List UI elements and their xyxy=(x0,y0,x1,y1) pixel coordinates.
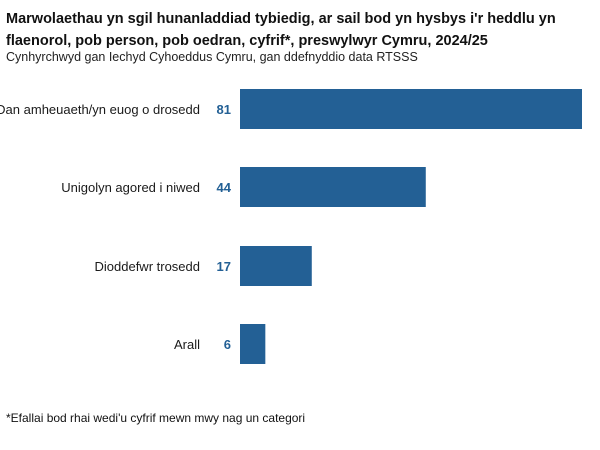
bar xyxy=(240,89,582,129)
bar xyxy=(240,167,426,207)
chart-footnote: *Efallai bod rhai wedi'u cyfrif mewn mwy… xyxy=(6,411,306,425)
category-label: Arall xyxy=(174,337,200,352)
value-label: 17 xyxy=(217,259,231,274)
value-label: 81 xyxy=(217,102,231,117)
category-label: Dan amheuaeth/yn euog o drosedd xyxy=(0,102,200,117)
value-label: 44 xyxy=(217,180,232,195)
category-label: Unigolyn agored i niwed xyxy=(61,180,200,195)
bar xyxy=(240,246,312,286)
chart-title: Marwolaethau yn sgil hunanladdiad tybied… xyxy=(6,11,556,49)
value-label: 6 xyxy=(224,337,231,352)
category-label: Dioddefwr trosedd xyxy=(95,259,201,274)
chart-subtitle: Cynhyrchwyd gan Iechyd Cyhoeddus Cymru, … xyxy=(6,50,418,64)
bar xyxy=(240,324,266,364)
